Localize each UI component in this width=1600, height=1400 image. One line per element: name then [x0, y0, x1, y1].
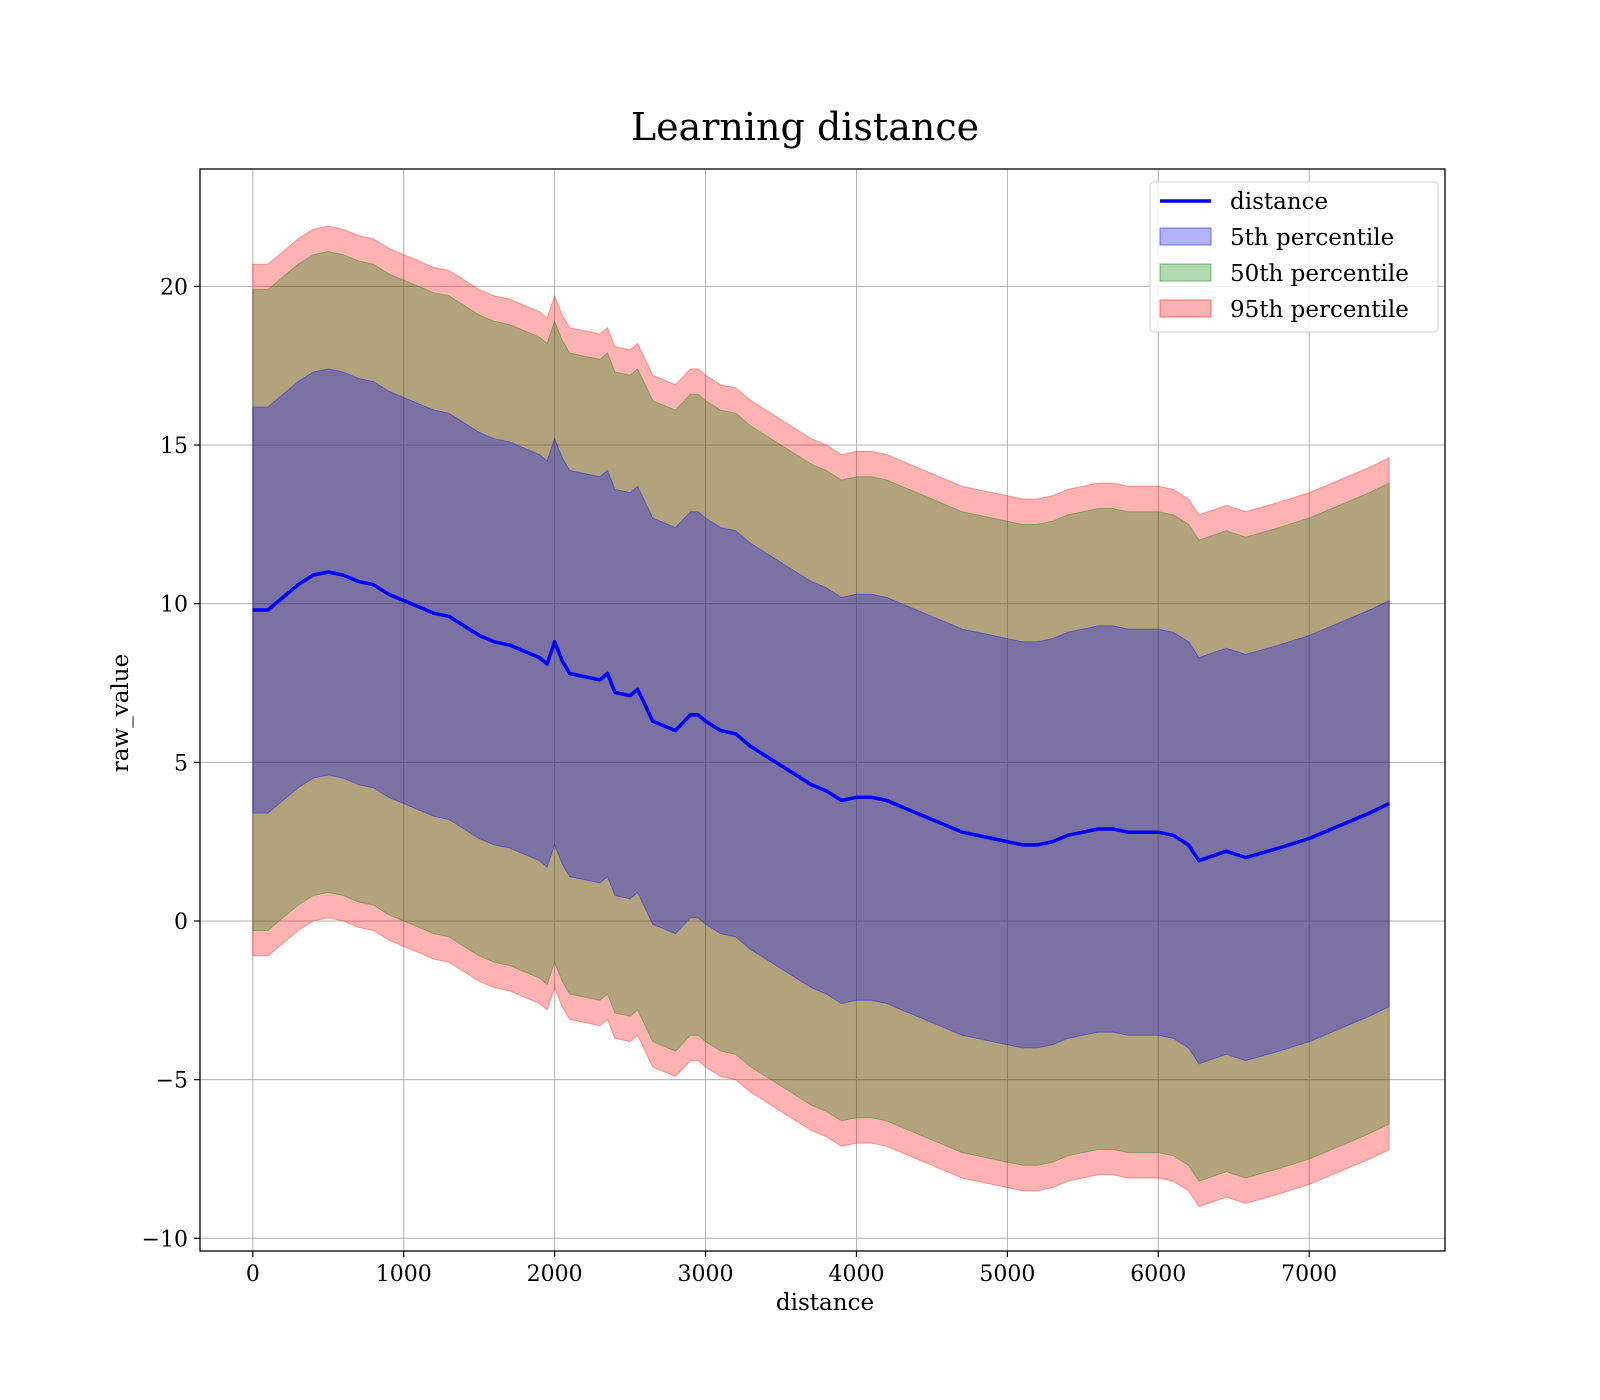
legend-swatch-95th-percentile — [1159, 299, 1212, 318]
legend-label-distance: distance — [1230, 189, 1328, 215]
y-tick-label: 20 — [160, 275, 188, 300]
band-5th-percentile — [252, 368, 1390, 1065]
legend-label-5th-percentile: 5th percentile — [1230, 225, 1394, 251]
y-tick-label: −5 — [156, 1069, 188, 1094]
legend-swatch-5th-percentile — [1159, 227, 1212, 246]
y-tick-label: 0 — [174, 910, 188, 935]
band-95th-percentile — [252, 225, 1390, 1208]
y-tick-label: 5 — [174, 751, 188, 776]
legend-label-50th-percentile: 50th percentile — [1230, 261, 1409, 287]
legend-label-95th-percentile: 95th percentile — [1230, 297, 1409, 323]
x-tick-label: 4000 — [828, 1262, 884, 1287]
distance-series — [252, 570, 1390, 863]
band-50th-percentile — [252, 250, 1390, 1182]
line-distance — [252, 570, 1390, 863]
x-tick-label: 7000 — [1281, 1262, 1337, 1287]
x-tick-label: 1000 — [376, 1262, 432, 1287]
y-tick-label: 15 — [160, 434, 188, 459]
x-tick-label: 5000 — [979, 1262, 1035, 1287]
y-axis-ticks: −10 −5 0 5 10 15 20 — [142, 275, 200, 1252]
legend: distance 5th percentile 50th percentile … — [1149, 181, 1439, 333]
x-tick-label: 6000 — [1130, 1262, 1186, 1287]
plot-frame — [199, 168, 1446, 1252]
percentile-bands — [252, 225, 1390, 1208]
legend-frame — [1149, 181, 1439, 333]
y-tick-label: −10 — [142, 1227, 188, 1252]
legend-swatch-50th-percentile — [1159, 263, 1212, 282]
grid — [200, 169, 1445, 1251]
x-axis-label: distance — [776, 1290, 874, 1316]
y-tick-label: 10 — [160, 593, 188, 618]
y-axis-label: raw_value — [108, 654, 134, 772]
x-axis-ticks: 0 1000 2000 3000 4000 5000 6000 7000 — [246, 1251, 1337, 1287]
chart-title: Learning distance — [631, 105, 979, 149]
x-tick-label: 2000 — [527, 1262, 583, 1287]
x-tick-label: 0 — [246, 1262, 260, 1287]
x-tick-label: 3000 — [678, 1262, 734, 1287]
